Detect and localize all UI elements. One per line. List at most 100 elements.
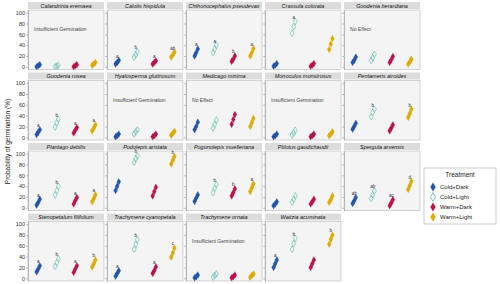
point — [371, 191, 375, 198]
y-tick: 0 — [22, 64, 28, 70]
y-tick-mark — [184, 83, 186, 84]
y-tick — [263, 186, 265, 187]
y-tick — [342, 105, 344, 106]
y-tick-label: 60 — [19, 243, 25, 249]
point — [213, 185, 217, 192]
y-tick-mark — [263, 34, 265, 35]
y-tick — [184, 105, 186, 106]
point — [312, 257, 316, 264]
panel: Trachymene cyanopetalaabac — [105, 214, 183, 282]
y-tick-mark — [184, 257, 186, 258]
points — [114, 48, 177, 67]
y-tick — [263, 246, 265, 247]
panel-title: Plantago debilis — [47, 144, 86, 150]
significance-letter: b — [55, 180, 58, 185]
y-axis-line — [28, 11, 29, 71]
y-axis — [184, 152, 187, 212]
significance-letter: b — [371, 103, 374, 108]
significance-letter: b — [213, 178, 216, 183]
y-tick: 80 — [19, 91, 28, 97]
title-strip — [28, 143, 104, 150]
y-tick: 20 — [19, 265, 28, 271]
y-tick — [105, 235, 107, 236]
points — [193, 181, 256, 205]
panel: Goodenia rosea020406080100abaa — [16, 73, 104, 141]
point — [251, 271, 255, 278]
y-tick-mark — [263, 13, 265, 14]
y-tick-mark — [184, 197, 186, 198]
significance-letter: b — [232, 182, 235, 187]
points — [114, 237, 177, 280]
y-tick-mark — [342, 175, 344, 176]
y-tick-mark — [184, 34, 186, 35]
title-strip — [186, 2, 262, 9]
panel-title: Pogonolepis muelleriana — [194, 144, 254, 150]
point — [172, 128, 176, 135]
y-tick-mark — [105, 186, 107, 187]
legend-title: Treatment — [445, 171, 475, 178]
panel: Pogonolepis muellerianabba — [184, 143, 262, 211]
legend-frame — [424, 168, 496, 224]
y-tick — [342, 197, 344, 198]
y-tick-mark — [263, 246, 265, 247]
points — [272, 193, 335, 209]
panel: Goodenia berardianaNo Effect — [342, 2, 420, 70]
point — [53, 191, 57, 198]
y-tick-mark — [184, 137, 186, 138]
y-tick — [263, 13, 265, 14]
y-tick — [263, 235, 265, 236]
panel-title: Podolepis aristata — [123, 144, 167, 150]
y-tick-mark — [342, 56, 344, 57]
y-tick-mark — [263, 224, 265, 225]
y-tick — [184, 224, 186, 225]
points — [114, 153, 177, 200]
y-tick — [105, 257, 107, 258]
y-tick-mark — [342, 45, 344, 46]
point — [251, 115, 255, 122]
y-tick: 60 — [19, 243, 28, 249]
y-tick — [105, 13, 107, 14]
point — [369, 195, 373, 202]
point — [211, 49, 215, 56]
significance-letter: b — [409, 103, 412, 108]
y-tick — [263, 165, 265, 166]
y-tick: 40 — [19, 183, 28, 189]
y-tick: 0 — [22, 205, 28, 211]
y-tick — [263, 67, 265, 68]
y-tick-mark — [26, 126, 28, 127]
points — [193, 271, 256, 281]
significance-letter: b — [232, 49, 235, 54]
y-tick-mark — [184, 24, 186, 25]
y-axis-line — [186, 81, 187, 141]
legend-swatch — [430, 203, 435, 212]
y-tick-label: 20 — [19, 265, 25, 271]
y-tick-label: 40 — [19, 42, 25, 48]
panel-title: Ptilotus gaudichaudii — [278, 144, 329, 150]
y-tick-mark — [26, 13, 28, 14]
point — [293, 127, 297, 134]
y-tick: 40 — [19, 42, 28, 48]
y-axis-title: Probability of germination (%) — [4, 99, 12, 184]
y-tick — [184, 45, 186, 46]
y-tick-mark — [105, 67, 107, 68]
y-tick-mark — [342, 208, 344, 209]
y-tick — [184, 34, 186, 35]
points — [114, 126, 177, 140]
y-tick-label: 100 — [16, 151, 25, 157]
y-tick-mark — [26, 24, 28, 25]
significance-letter: a — [74, 191, 77, 196]
point — [354, 54, 358, 61]
y-tick — [184, 126, 186, 127]
significance-letter: a — [251, 42, 254, 47]
y-tick: 80 — [19, 162, 28, 168]
panel: Monoculus monstrosusInsufficient Germina… — [263, 73, 341, 141]
y-tick-mark — [105, 105, 107, 106]
y-tick-mark — [184, 278, 186, 279]
y-axis-line — [107, 81, 108, 141]
y-tick-mark — [105, 175, 107, 176]
significance-letter: a — [213, 39, 216, 44]
panel: Plantago debilis020406080100abaa — [16, 143, 104, 211]
y-tick-mark — [263, 267, 265, 268]
y-axis-line — [28, 81, 29, 141]
y-axis — [263, 81, 266, 141]
